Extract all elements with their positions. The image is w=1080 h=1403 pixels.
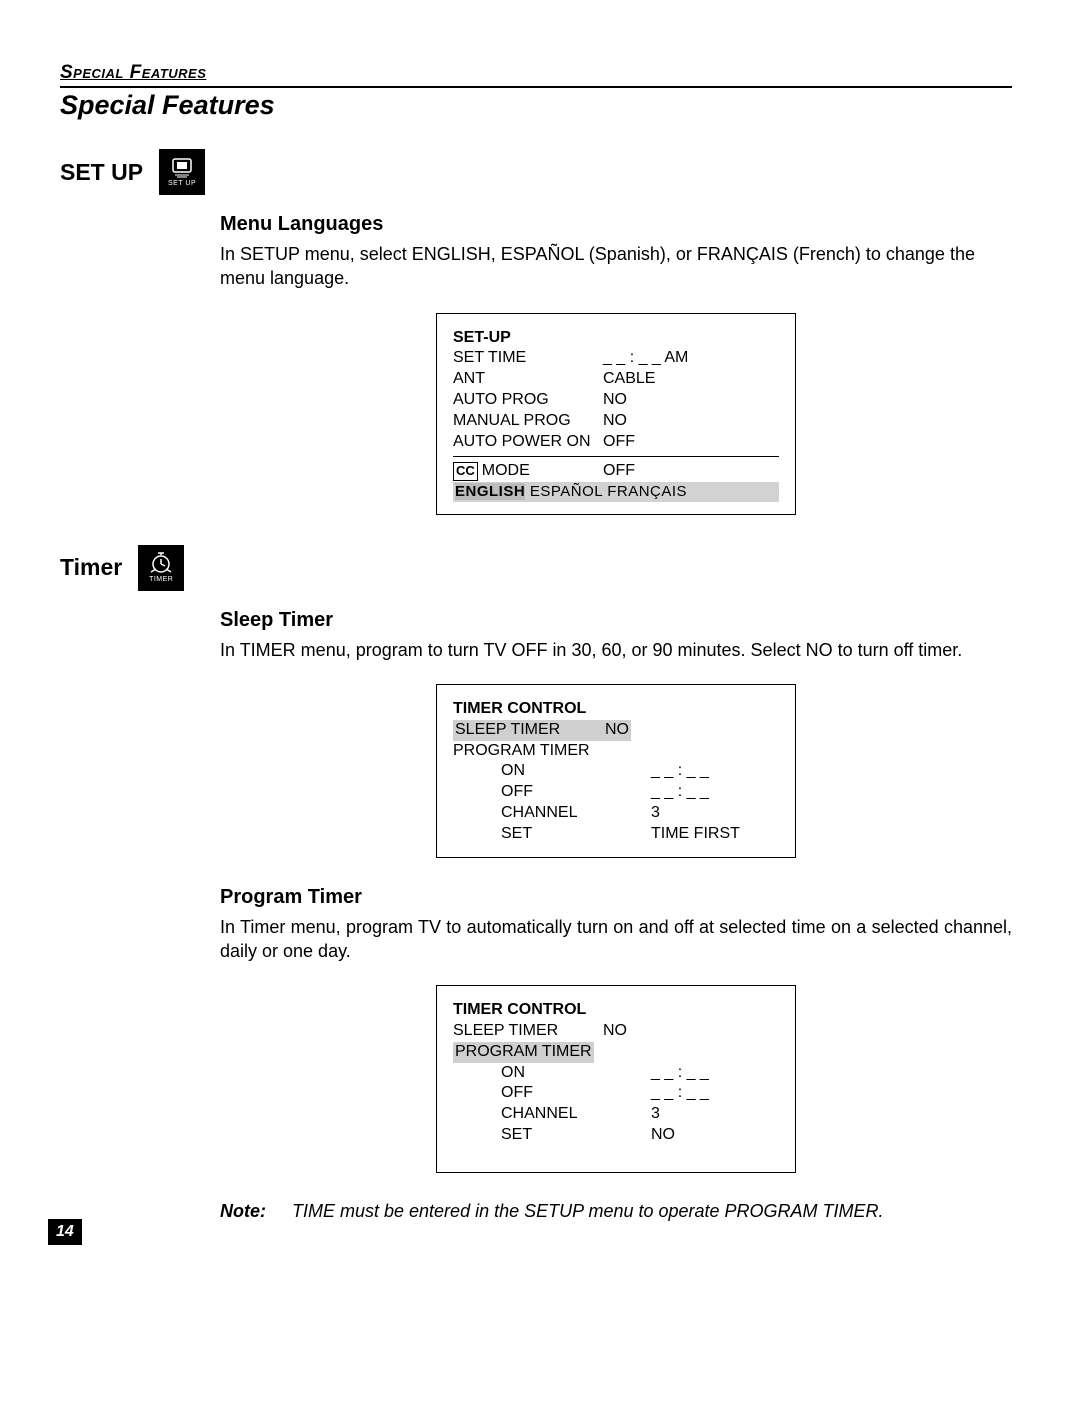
osd-row-value: NO bbox=[651, 1125, 779, 1146]
osd-row-label: AUTO POWER ON bbox=[453, 432, 603, 453]
osd-row-label: OFF bbox=[501, 782, 651, 803]
osd-row-value: _ _ : _ _ bbox=[651, 1063, 779, 1084]
sleep-timer-block: Sleep Timer In TIMER menu, program to tu… bbox=[220, 609, 1012, 1222]
menu-languages-heading: Menu Languages bbox=[220, 213, 1012, 236]
program-timer-label: PROGRAM TIMER bbox=[453, 741, 779, 762]
osd-row-label: SLEEP TIMER bbox=[453, 1021, 603, 1042]
program-timer-body: In Timer menu, program TV to automatical… bbox=[220, 915, 1012, 964]
osd-row-value: 3 bbox=[651, 803, 779, 824]
osd-divider bbox=[453, 456, 779, 457]
osd-row-value: NO bbox=[603, 411, 779, 432]
language-row: ENGLISH ESPAÑOL FRANÇAIS bbox=[453, 482, 779, 502]
osd-row-value: TIME FIRST bbox=[651, 824, 779, 845]
osd-row-value: NO bbox=[603, 1021, 779, 1042]
osd-row-label: ANT bbox=[453, 369, 603, 390]
timer-icon-caption: TIMER bbox=[149, 576, 173, 583]
program-timer-label-highlight: PROGRAM TIMER bbox=[453, 1042, 594, 1063]
osd-row-label: OFF bbox=[501, 1083, 651, 1104]
section-eyebrow: Special Features bbox=[60, 62, 1012, 84]
osd-row-label: ON bbox=[501, 1063, 651, 1084]
sleep-timer-row-value: NO bbox=[603, 720, 631, 741]
page-title: Special Features bbox=[60, 90, 1012, 121]
setup-osd-title: SET-UP bbox=[453, 328, 779, 349]
setup-icon-caption: SET UP bbox=[168, 180, 196, 187]
osd-row-label: SET bbox=[501, 824, 651, 845]
language-others: ESPAÑOL FRANÇAIS bbox=[530, 483, 687, 500]
osd-row-label: CHANNEL bbox=[501, 803, 651, 824]
title-rule bbox=[60, 86, 1012, 88]
osd-row-label: SET bbox=[501, 1125, 651, 1146]
note-label: Note: bbox=[220, 1201, 266, 1222]
setup-icon: SET UP bbox=[159, 149, 205, 195]
menu-languages-block: Menu Languages In SETUP menu, select ENG… bbox=[220, 213, 1012, 515]
setup-osd: SET-UP SET TIME_ _ : _ _ AM ANTCABLE AUT… bbox=[436, 313, 796, 515]
timer-icon: TIMER bbox=[138, 545, 184, 591]
cc-mode-label: CCMODE bbox=[453, 461, 603, 482]
osd-row-label: AUTO PROG bbox=[453, 390, 603, 411]
sleep-timer-row-label: SLEEP TIMER bbox=[453, 720, 603, 741]
setup-label: SET UP bbox=[60, 159, 143, 186]
program-osd-title: TIMER CONTROL bbox=[453, 1000, 779, 1021]
osd-row-value: OFF bbox=[603, 432, 779, 453]
sleep-osd: TIMER CONTROL SLEEP TIMER NO PROGRAM TIM… bbox=[436, 684, 796, 858]
osd-row-label: CHANNEL bbox=[501, 1104, 651, 1125]
cc-mode-value: OFF bbox=[603, 461, 779, 482]
osd-row-value: _ _ : _ _ bbox=[651, 1083, 779, 1104]
osd-row-value: _ _ : _ _ bbox=[651, 761, 779, 782]
osd-row-label: MANUAL PROG bbox=[453, 411, 603, 432]
note-row: Note: TIME must be entered in the SETUP … bbox=[220, 1201, 1012, 1222]
program-timer-heading: Program Timer bbox=[220, 886, 1012, 909]
sleep-osd-title: TIMER CONTROL bbox=[453, 699, 779, 720]
program-osd: TIMER CONTROL SLEEP TIMER NO PROGRAM TIM… bbox=[436, 985, 796, 1173]
note-text: TIME must be entered in the SETUP menu t… bbox=[292, 1201, 884, 1222]
osd-row-value: 3 bbox=[651, 1104, 779, 1125]
timer-label: Timer bbox=[60, 554, 122, 581]
osd-row-value: CABLE bbox=[603, 369, 779, 390]
sleep-timer-body: In TIMER menu, program to turn TV OFF in… bbox=[220, 638, 1012, 662]
language-selected: ENGLISH bbox=[455, 483, 525, 500]
page-number: 14 bbox=[48, 1219, 82, 1245]
osd-row-value: _ _ : _ _ AM bbox=[603, 348, 779, 369]
osd-row-label: SET TIME bbox=[453, 348, 603, 369]
osd-row-value: NO bbox=[603, 390, 779, 411]
osd-row-value: _ _ : _ _ bbox=[651, 782, 779, 803]
osd-row-label: ON bbox=[501, 761, 651, 782]
setup-section-header: SET UP SET UP bbox=[60, 149, 1012, 195]
timer-section-header: Timer TIMER bbox=[60, 545, 1012, 591]
sleep-timer-heading: Sleep Timer bbox=[220, 609, 1012, 632]
menu-languages-body: In SETUP menu, select ENGLISH, ESPAÑOL (… bbox=[220, 242, 1012, 291]
